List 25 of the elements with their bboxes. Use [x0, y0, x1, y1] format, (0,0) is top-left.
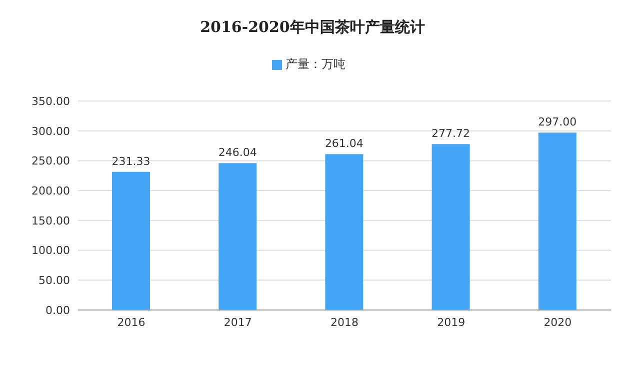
data-label: 297.00: [538, 116, 577, 129]
x-tick-label: 2017: [224, 316, 252, 329]
data-label: 277.72: [432, 127, 470, 140]
data-label: 246.04: [218, 146, 257, 160]
y-tick-label: 0.00: [46, 304, 70, 317]
bar: [538, 132, 576, 310]
y-tick-label: 100.00: [32, 244, 70, 258]
x-tick-label: 2020: [544, 316, 572, 329]
x-tick-label: 2018: [330, 316, 358, 329]
bar: [218, 163, 257, 310]
y-tick-label: 350.00: [32, 94, 70, 108]
x-tick-label: 2016: [117, 316, 146, 329]
y-tick-label: 150.00: [32, 214, 70, 228]
bar: [432, 144, 470, 310]
x-tick-label: 2019: [437, 316, 466, 329]
y-tick-label: 250.00: [32, 154, 70, 168]
data-label: 261.04: [324, 137, 364, 150]
bar: [112, 172, 150, 310]
bar: [325, 154, 364, 310]
data-label: 231.33: [112, 154, 150, 168]
y-tick-label: 50.00: [38, 274, 70, 288]
y-tick-label: 200.00: [32, 184, 70, 198]
chart-title: 2016-2020年中国茶叶产量统计: [199, 18, 426, 37]
y-tick-label: 300.00: [32, 124, 70, 138]
legend-label: 产量：万吨: [286, 57, 346, 71]
